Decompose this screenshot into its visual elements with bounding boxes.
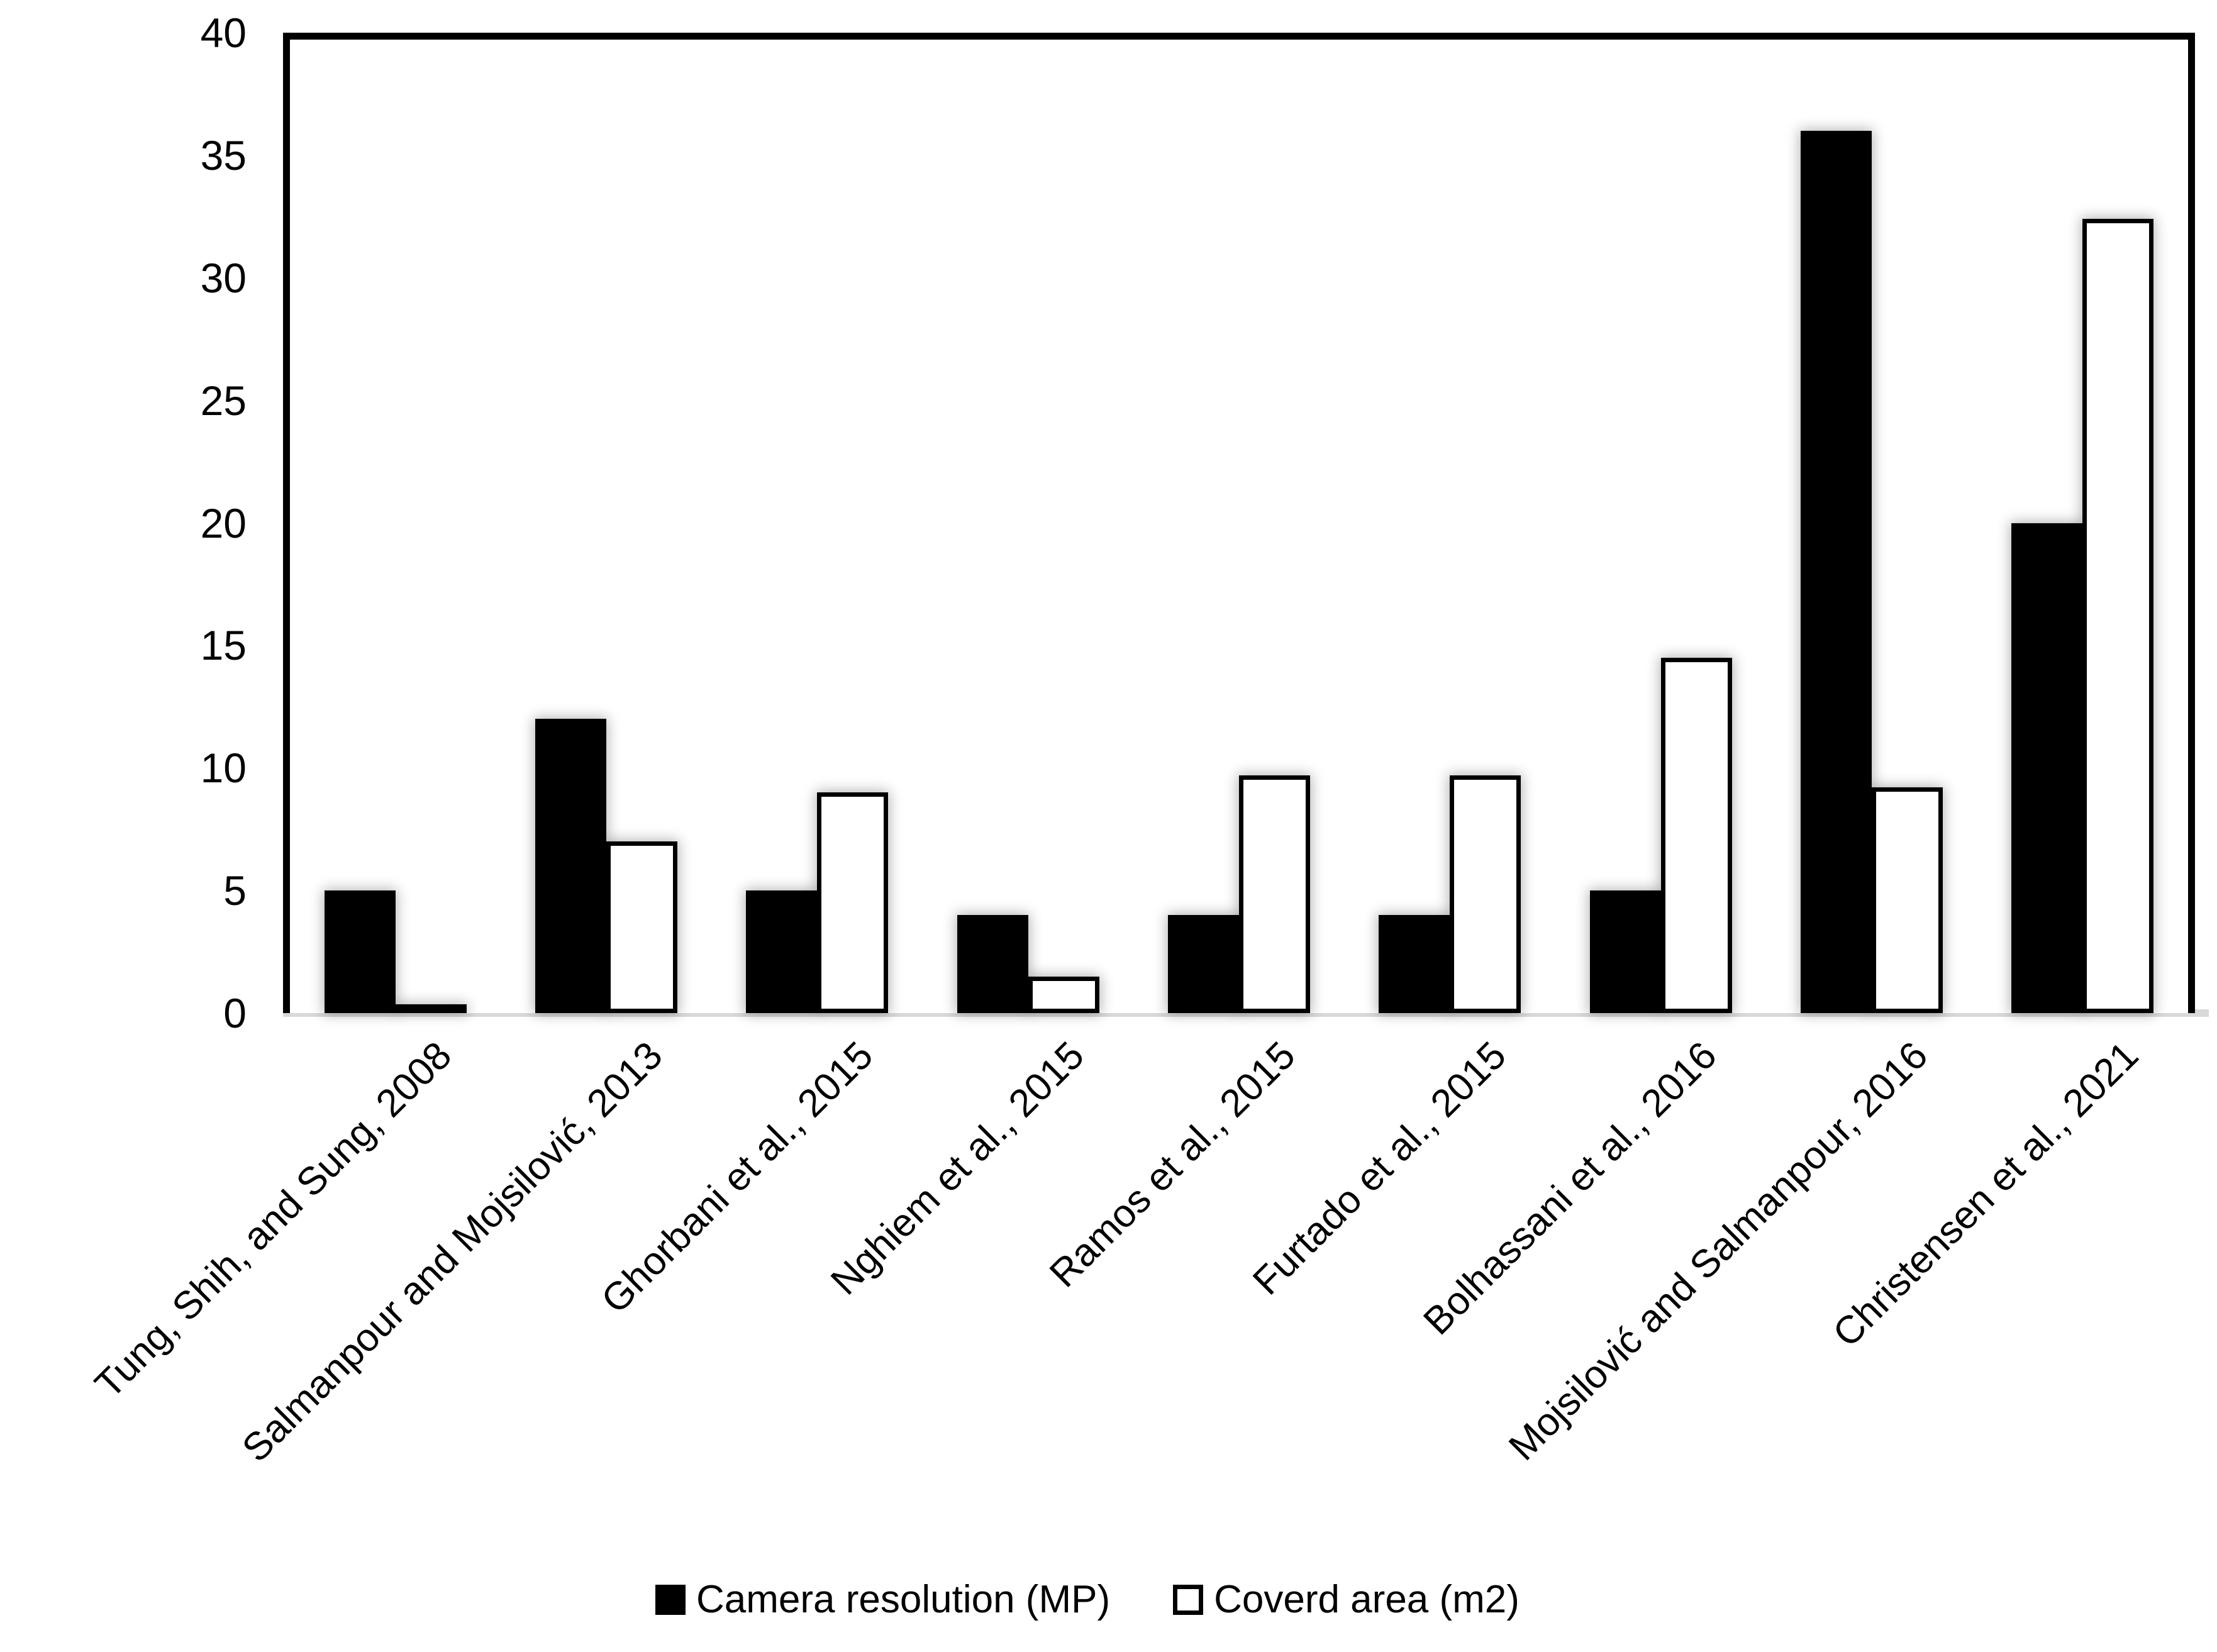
y-tick-label: 35 bbox=[200, 131, 247, 179]
y-tick-label: 40 bbox=[200, 9, 247, 56]
legend-item: Camera resolution (MP) bbox=[655, 1577, 1110, 1622]
bar-camera-resolution-mp bbox=[2011, 523, 2083, 1013]
bar-camera-resolution-mp bbox=[1379, 915, 1450, 1013]
legend: Camera resolution (MP) Coverd area (m2) bbox=[655, 1577, 1520, 1622]
legend-item: Coverd area (m2) bbox=[1173, 1577, 1520, 1622]
bar-coverd-area-m2 bbox=[817, 792, 889, 1013]
x-category-label: Salmanpour and Mojsilović, 2013 bbox=[233, 1033, 671, 1471]
legend-swatch-filled bbox=[655, 1584, 686, 1615]
x-category-label: Mojsilović and Salmanpour, 2016 bbox=[1501, 1033, 1936, 1469]
legend-label: Camera resolution (MP) bbox=[696, 1578, 1111, 1621]
x-category-label: Christensen et al., 2021 bbox=[1825, 1033, 2147, 1356]
x-category-label: Ghorbani et al., 2015 bbox=[593, 1033, 882, 1322]
bar-coverd-area-m2 bbox=[1238, 775, 1310, 1013]
bar-camera-resolution-mp bbox=[746, 890, 818, 1013]
bar-coverd-area-m2 bbox=[1660, 657, 1732, 1013]
bar-group bbox=[1766, 33, 1977, 1013]
bar-group bbox=[290, 33, 501, 1013]
bar-coverd-area-m2 bbox=[1871, 787, 1943, 1013]
bar-group bbox=[1133, 33, 1344, 1013]
x-category-label: Bolhassani et al., 2016 bbox=[1415, 1033, 1726, 1343]
x-category-label: Ramos et al., 2015 bbox=[1041, 1033, 1304, 1296]
bar-group bbox=[712, 33, 923, 1013]
bar-series-container bbox=[290, 33, 2188, 1013]
x-category-label: Furtado et al., 2015 bbox=[1244, 1033, 1514, 1304]
bar-group bbox=[1345, 33, 1555, 1013]
bar-camera-resolution-mp bbox=[1589, 890, 1661, 1013]
y-tick-label: 5 bbox=[223, 867, 247, 914]
bar-group bbox=[1977, 33, 2188, 1013]
y-tick-label: 15 bbox=[200, 622, 247, 669]
bar-group bbox=[1555, 33, 1766, 1013]
bar-camera-resolution-mp bbox=[535, 719, 606, 1013]
legend-label: Coverd area (m2) bbox=[1214, 1578, 1520, 1621]
bar-coverd-area-m2 bbox=[1028, 976, 1099, 1013]
y-tick-label: 0 bbox=[223, 990, 247, 1036]
y-tick-label: 10 bbox=[200, 745, 247, 792]
legend-swatch-outlined bbox=[1173, 1584, 1204, 1615]
y-tick-label: 20 bbox=[200, 499, 247, 546]
bar-group bbox=[501, 33, 711, 1013]
y-tick-label: 30 bbox=[200, 254, 247, 301]
y-axis-tick-labels: 0 5 10 15 20 25 30 35 40 bbox=[0, 0, 247, 1652]
bar-camera-resolution-mp bbox=[957, 915, 1028, 1013]
x-category-label: Nghiem et al., 2015 bbox=[823, 1033, 1093, 1304]
bar-coverd-area-m2 bbox=[2082, 219, 2154, 1013]
bar-camera-resolution-mp bbox=[324, 890, 396, 1013]
bar-camera-resolution-mp bbox=[1167, 915, 1239, 1013]
bar-camera-resolution-mp bbox=[1800, 130, 1872, 1013]
bar-coverd-area-m2 bbox=[606, 841, 677, 1013]
bar-coverd-area-m2 bbox=[1450, 775, 1521, 1013]
y-tick-label: 25 bbox=[200, 377, 247, 424]
bar-coverd-area-m2 bbox=[395, 1004, 467, 1013]
bar-group bbox=[923, 33, 1133, 1013]
